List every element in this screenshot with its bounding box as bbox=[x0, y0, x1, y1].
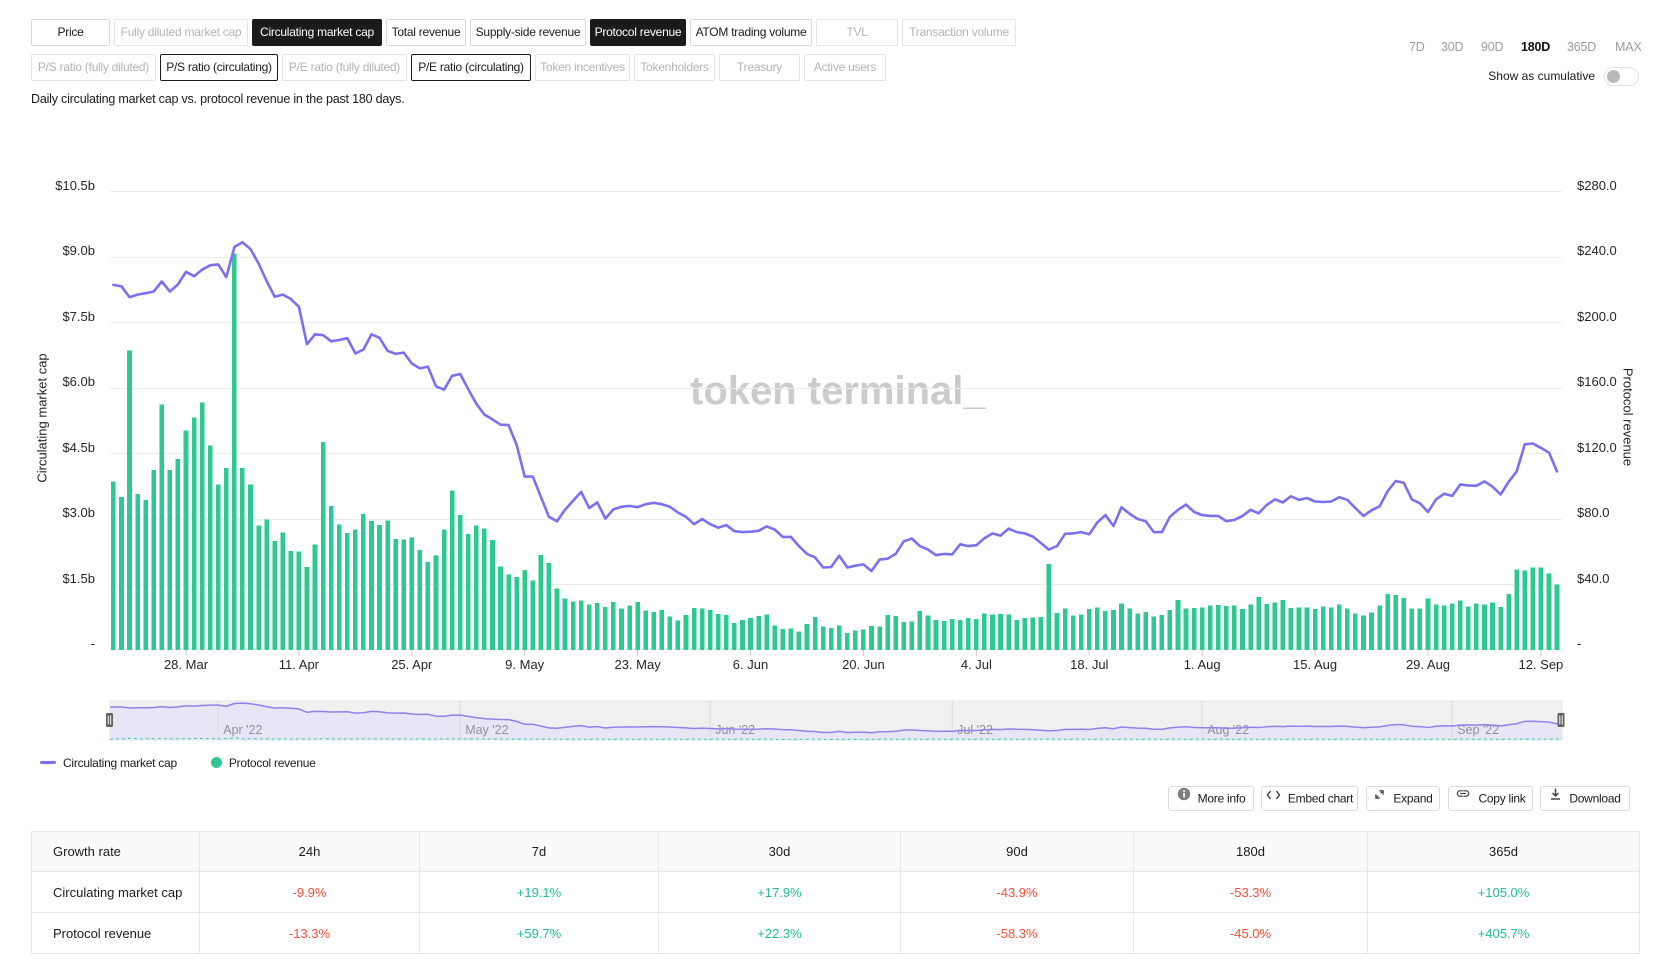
svg-text:Apr '22: Apr '22 bbox=[223, 723, 262, 737]
svg-text:May '22: May '22 bbox=[465, 723, 508, 737]
svg-text:Aug '22: Aug '22 bbox=[1207, 723, 1249, 737]
svg-text:Sep '22: Sep '22 bbox=[1457, 723, 1499, 737]
svg-text:Jun '22: Jun '22 bbox=[715, 723, 755, 737]
